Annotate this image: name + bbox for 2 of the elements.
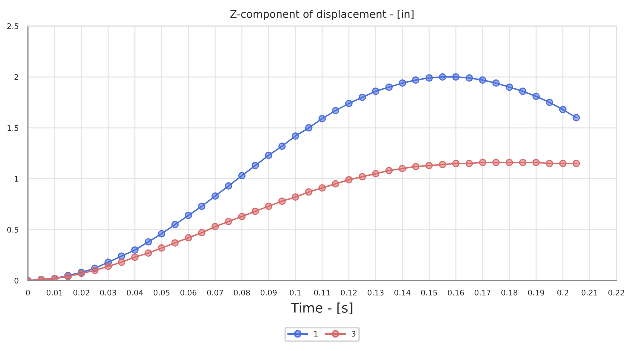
chart-title: Z-component of displacement - [in] bbox=[230, 10, 414, 20]
x-axis-title: Time - [s] bbox=[291, 302, 353, 315]
